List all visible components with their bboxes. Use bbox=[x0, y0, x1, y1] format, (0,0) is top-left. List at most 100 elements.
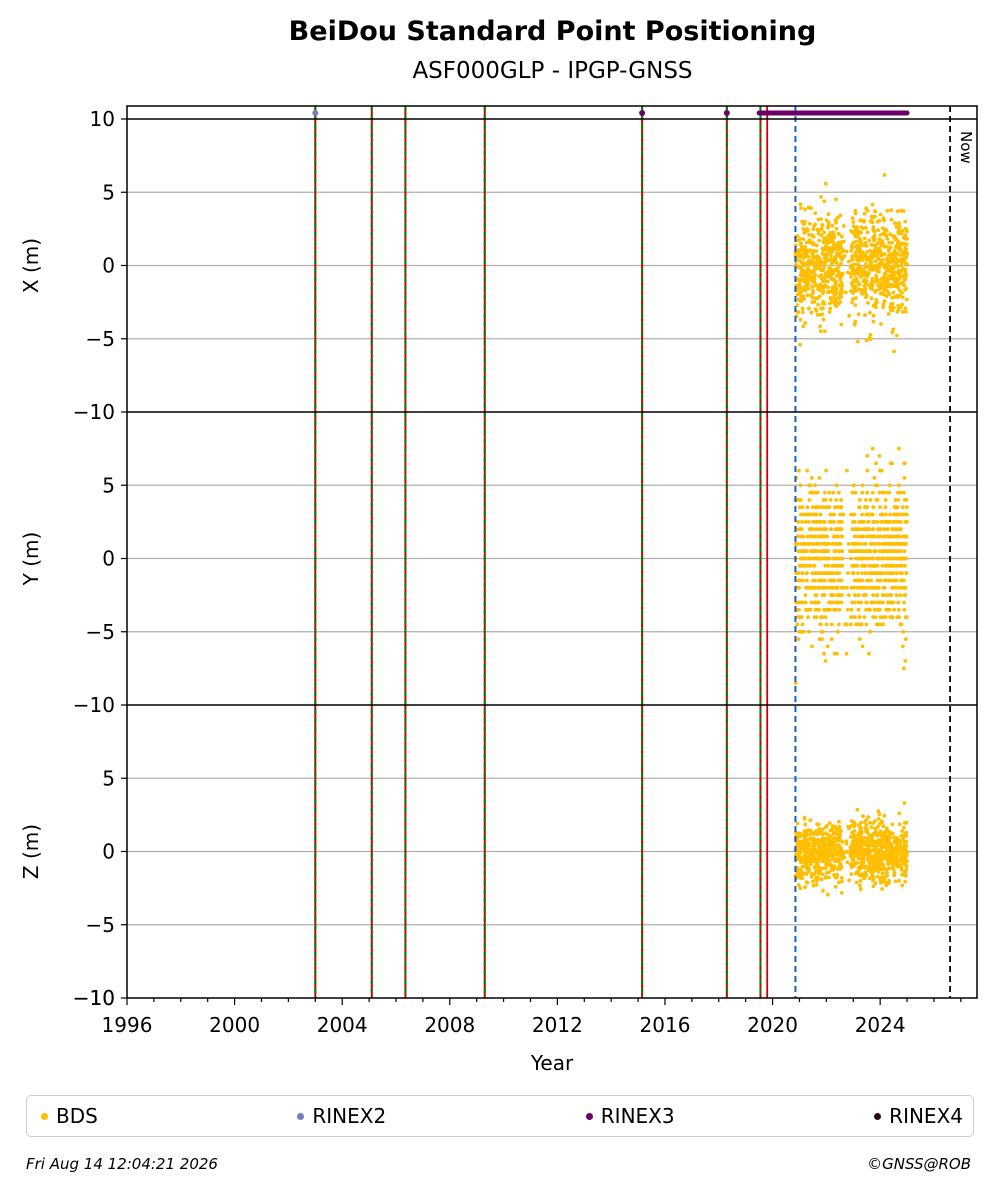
bds-point bbox=[871, 225, 876, 230]
bds-point bbox=[851, 854, 856, 859]
bds-point bbox=[834, 226, 839, 231]
bds-point bbox=[901, 666, 906, 671]
bds-point bbox=[801, 578, 805, 583]
bds-point bbox=[822, 255, 827, 260]
bds-point bbox=[879, 253, 884, 257]
bds-point bbox=[837, 819, 841, 824]
bds-point bbox=[877, 607, 882, 612]
bds-point bbox=[888, 264, 893, 269]
bds-point bbox=[889, 252, 893, 256]
bds-point bbox=[895, 209, 900, 214]
bds-point bbox=[822, 236, 827, 241]
bds-point bbox=[873, 259, 878, 263]
bds-point bbox=[852, 232, 857, 237]
bds-point bbox=[813, 283, 818, 288]
bds-point bbox=[904, 498, 909, 502]
bds-point bbox=[803, 600, 808, 605]
bds-point bbox=[865, 490, 869, 495]
bds-point bbox=[895, 520, 900, 524]
bds-point bbox=[870, 446, 875, 451]
bds-point bbox=[870, 563, 875, 568]
bds-point bbox=[838, 527, 843, 532]
bds-point bbox=[808, 832, 813, 837]
bds-point bbox=[870, 220, 875, 225]
bds-point bbox=[828, 821, 832, 825]
bds-point bbox=[850, 257, 855, 262]
bds-point bbox=[858, 542, 863, 546]
bds-point bbox=[873, 209, 877, 214]
bds-point bbox=[818, 324, 822, 329]
bds-point bbox=[800, 622, 805, 627]
bds-point bbox=[904, 820, 909, 825]
bds-point bbox=[857, 615, 862, 619]
bds-point bbox=[831, 490, 836, 495]
bds-point bbox=[870, 214, 874, 219]
bds-point bbox=[859, 600, 864, 605]
bds-point bbox=[822, 607, 827, 612]
bds-point bbox=[871, 527, 875, 532]
bds-point bbox=[823, 260, 828, 265]
bds-point bbox=[852, 600, 857, 605]
bds-point bbox=[882, 549, 887, 554]
bds-point bbox=[892, 349, 896, 354]
bds-point bbox=[877, 850, 882, 855]
x-tick-label: 2016 bbox=[640, 1013, 691, 1037]
bds-point bbox=[829, 272, 834, 277]
bds-point bbox=[851, 278, 856, 283]
bds-point bbox=[878, 847, 883, 852]
bds-point bbox=[905, 520, 909, 524]
bds-point bbox=[871, 854, 876, 859]
bds-point bbox=[817, 476, 822, 480]
legend-item-rinex3[interactable]: RINEX3 bbox=[585, 1104, 675, 1128]
bds-point bbox=[829, 637, 834, 641]
bds-point bbox=[859, 585, 863, 590]
bds-point bbox=[904, 844, 909, 848]
bds-point bbox=[799, 841, 804, 845]
bds-point bbox=[885, 208, 890, 213]
bds-point bbox=[885, 278, 890, 282]
bds-point bbox=[888, 563, 892, 568]
bds-point bbox=[867, 563, 872, 568]
bds-point bbox=[904, 864, 909, 869]
bds-point bbox=[836, 301, 841, 306]
bds-point bbox=[838, 852, 843, 857]
bds-point bbox=[905, 512, 909, 517]
bds-point bbox=[816, 822, 821, 827]
bds-point bbox=[837, 880, 841, 885]
bds-point bbox=[898, 845, 903, 850]
bds-point bbox=[795, 238, 800, 243]
y-tick-label: −10 bbox=[73, 693, 115, 717]
bds-point bbox=[862, 283, 867, 288]
bds-point bbox=[804, 240, 809, 245]
bds-point bbox=[806, 261, 811, 266]
bds-point bbox=[864, 338, 869, 343]
bds-point bbox=[901, 855, 905, 860]
bds-point bbox=[871, 490, 875, 495]
bds-point bbox=[875, 855, 880, 860]
bds-point bbox=[838, 293, 842, 298]
bds-point bbox=[798, 629, 803, 634]
bds-point bbox=[902, 607, 907, 612]
bds-point bbox=[870, 571, 874, 575]
bds-point bbox=[869, 296, 874, 301]
bds-point bbox=[861, 585, 866, 590]
bds-point bbox=[812, 223, 817, 228]
bds-point bbox=[816, 231, 821, 236]
bds-point bbox=[880, 856, 884, 860]
bds-point bbox=[822, 230, 827, 235]
bds-point bbox=[820, 549, 825, 554]
bds-point bbox=[881, 838, 885, 842]
bds-point bbox=[862, 288, 866, 292]
bds-point bbox=[795, 292, 800, 297]
bds-point bbox=[816, 876, 821, 880]
legend-item-rinex4[interactable]: RINEX4 bbox=[874, 1104, 963, 1128]
bds-point bbox=[871, 556, 875, 561]
bds-point bbox=[837, 593, 841, 597]
bds-point bbox=[816, 287, 820, 292]
bds-point bbox=[886, 527, 890, 532]
legend-item-bds[interactable]: BDS bbox=[41, 1104, 98, 1128]
legend-item-rinex2[interactable]: RINEX2 bbox=[297, 1104, 386, 1128]
bds-point bbox=[856, 600, 861, 605]
bds-point bbox=[811, 260, 816, 265]
bds-point bbox=[796, 310, 801, 314]
